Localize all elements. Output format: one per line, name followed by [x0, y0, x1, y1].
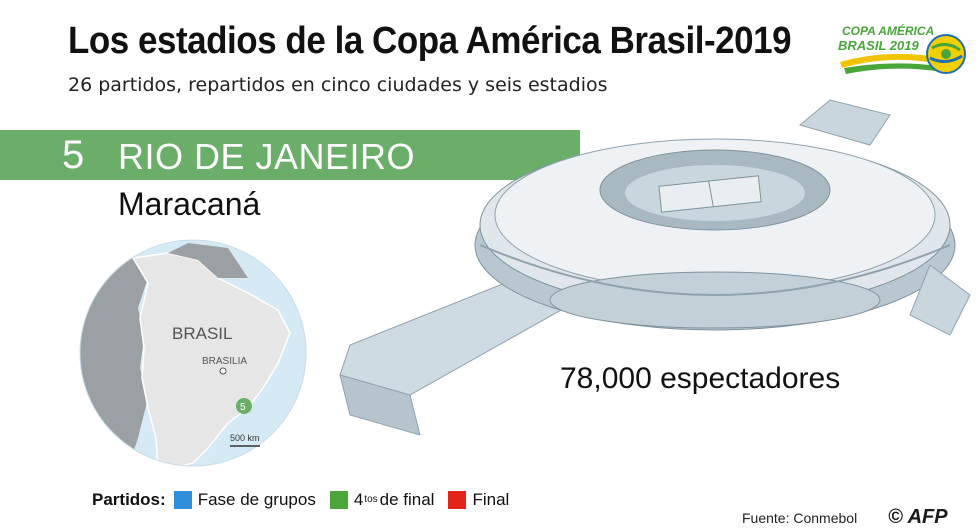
- legend-item-final: Final: [448, 490, 509, 510]
- legend-swatch-blue: [173, 491, 192, 509]
- city-name: RIO DE JANEIRO: [118, 136, 416, 177]
- logo-swoosh-icon: [840, 53, 942, 74]
- legend-label-final: Final: [472, 490, 510, 509]
- stadium-name: Maracaná: [118, 186, 261, 222]
- city-marker: [236, 398, 252, 414]
- legend-item-quarter-final: 4 tos de final: [329, 490, 435, 510]
- country-label: BRASIL: [172, 324, 232, 343]
- legend-swatch-green: [329, 491, 348, 509]
- ball-icon: [926, 34, 966, 74]
- capital-dot: [219, 367, 227, 375]
- legend-label-group-stage: Fase de grupos: [197, 490, 316, 509]
- logo-line-1: COPA AMÉRICA: [842, 24, 935, 38]
- stadium-illustration: [339, 99, 971, 435]
- legend-label-quarter-suffix: de final: [379, 490, 435, 509]
- legend-item-group-stage: Fase de grupos: [173, 490, 316, 510]
- city-number: 5: [62, 133, 85, 177]
- location-map: BRASIL BRASILIA 5 500 km: [79, 239, 307, 467]
- copyright-symbol: ©: [888, 506, 903, 528]
- city-marker-label: 5: [240, 402, 246, 413]
- page-subtitle: 26 partidos, repartidos en cinco ciudade…: [68, 74, 608, 96]
- copa-america-logo: COPA AMÉRICA BRASIL 2019: [830, 18, 970, 80]
- logo-line-2: BRASIL 2019: [838, 38, 919, 53]
- city-band: [0, 130, 580, 180]
- capital-label: BRASILIA: [202, 356, 247, 367]
- afp-logo: © AFP: [888, 506, 948, 529]
- legend-label-quarter-prefix: 4: [353, 490, 364, 509]
- scale-label: 500 km: [230, 433, 260, 443]
- page-title: Los estadios de la Copa América Brasil-2…: [68, 20, 792, 62]
- legend: Partidos: Fase de grupos 4 tos de final F…: [92, 490, 523, 510]
- stadium-capacity: 78,000 espectadores: [560, 362, 841, 395]
- source-credit: Fuente: Conmebol: [742, 510, 858, 526]
- agency-name: AFP: [907, 506, 948, 528]
- legend-title: Partidos:: [92, 490, 166, 509]
- legend-swatch-red: [448, 491, 467, 509]
